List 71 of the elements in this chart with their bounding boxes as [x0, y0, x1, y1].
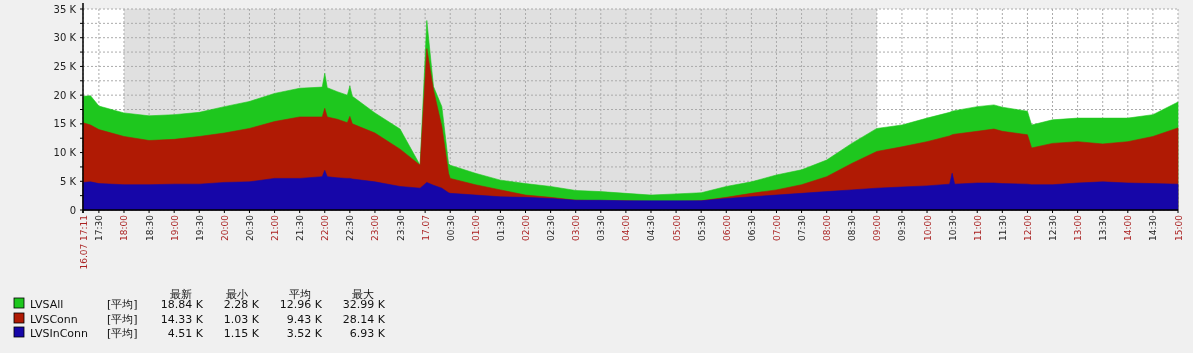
x-tick-label: 11:30 [997, 214, 1008, 241]
x-tick-label: 10:30 [947, 214, 958, 241]
x-tick-label: 12:00 [1022, 214, 1033, 241]
x-tick-label: 18:30 [144, 214, 155, 241]
x-tick-label: 22:00 [320, 214, 331, 241]
text: 最小 [226, 288, 248, 301]
x-tick-label: 18:00 [119, 214, 130, 241]
x-tick-label: 01:00 [470, 214, 481, 241]
text: 6.93 K [349, 327, 386, 340]
x-tick-label: 04:00 [621, 214, 632, 241]
x-tick-label: 08:30 [847, 214, 858, 241]
text: [平均] [107, 298, 138, 311]
x-tick-label: 05:00 [671, 214, 682, 241]
text: 最大 [352, 288, 374, 301]
x-tick-label: 14:00 [1123, 214, 1134, 241]
x-tick-label: 16.07 17:11 [78, 215, 89, 270]
y-tick-label: 35 K [53, 3, 77, 15]
x-tick-label: 06:30 [746, 214, 757, 241]
text: 1.15 K [223, 327, 260, 340]
text: 3.52 K [286, 327, 323, 340]
legend-label: LVSInConn [30, 327, 89, 340]
x-tick-label: 22:30 [345, 214, 356, 241]
x-tick-label: 00:30 [445, 214, 456, 241]
y-tick-label: 25 K [53, 60, 77, 72]
x-tick-label: 23:30 [395, 214, 406, 241]
legend-label: LVSConn [30, 313, 78, 326]
x-tick-label: 17:30 [94, 214, 105, 241]
x-tick-label: 20:30 [244, 214, 255, 241]
text: 14.33 K [160, 313, 204, 326]
x-tick-label: 10:00 [922, 214, 933, 241]
x-tick-label: 01:30 [495, 214, 506, 241]
x-tick-label: 08:00 [822, 214, 833, 241]
text: [平均] [107, 313, 138, 326]
x-tick-label: 19:00 [169, 214, 180, 241]
text: 9.43 K [286, 313, 323, 326]
x-tick-label: 03:00 [571, 214, 582, 241]
x-tick-label: 04:30 [646, 214, 657, 241]
text: [平均] [107, 327, 138, 340]
x-tick-label: 09:00 [872, 214, 883, 241]
x-tick-label: 20:00 [219, 214, 230, 241]
y-tick-label: 20 K [53, 89, 77, 101]
text: 32.99 K [342, 298, 386, 311]
x-tick-label: 09:30 [897, 214, 908, 241]
text: 4.51 K [167, 327, 204, 340]
x-tick-label: 02:00 [521, 214, 532, 241]
y-tick-label: 5 K [59, 175, 77, 187]
x-tick-label: 14:30 [1148, 214, 1159, 241]
x-tick-label: 05:30 [696, 214, 707, 241]
x-tick-label: 19:30 [194, 214, 205, 241]
text: 平均 [289, 288, 311, 301]
y-tick-label: 15 K [53, 118, 77, 130]
x-tick-label: 07:30 [797, 214, 808, 241]
x-tick-label: 21:00 [270, 214, 281, 241]
x-tick-label: 15:00 [1173, 214, 1184, 241]
x-tick-label: 17.07 [420, 215, 431, 241]
legend-label: LVSAll [30, 298, 64, 311]
x-tick-label: 02:30 [546, 214, 557, 241]
x-tick-label: 07:00 [771, 214, 782, 241]
x-tick-label: 21:30 [295, 214, 306, 241]
y-tick-label: 0 [69, 204, 76, 216]
y-tick-label: 30 K [53, 32, 77, 44]
x-tick-label: 03:30 [596, 214, 607, 241]
text: 1.03 K [223, 313, 260, 326]
x-tick-label: 11:00 [972, 214, 983, 241]
text: 28.14 K [342, 313, 386, 326]
x-tick-label: 13:30 [1098, 214, 1109, 241]
x-tick-label: 12:30 [1048, 214, 1059, 241]
x-tick-label: 23:00 [370, 214, 381, 241]
x-tick-label: 13:00 [1073, 214, 1084, 241]
x-tick-label: 06:00 [721, 214, 732, 241]
y-tick-label: 10 K [53, 147, 77, 159]
